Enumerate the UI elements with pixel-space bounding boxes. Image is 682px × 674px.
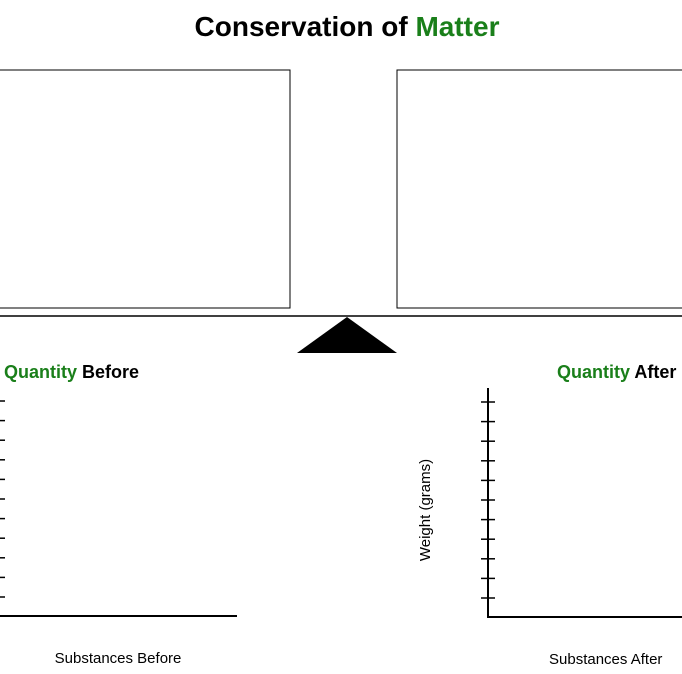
title-prefix: Conservation of: [195, 11, 409, 42]
right-heading-highlight: Quantity: [557, 362, 630, 382]
left-heading-highlight: Quantity: [4, 362, 77, 382]
right-heading: Quantity After: [557, 362, 676, 382]
left-heading-rest: Before: [82, 362, 139, 382]
title: Conservation of Matter: [195, 11, 500, 42]
right-x-label: Substances After: [549, 651, 662, 668]
right-y-label: Weight (grams): [417, 459, 434, 561]
title-highlight: Matter: [415, 11, 499, 42]
axis-ticks: [0, 400, 495, 599]
fulcrum: [297, 317, 397, 353]
left-heading: Quantity Before: [4, 362, 139, 382]
left-x-label: Substances Before: [55, 650, 182, 667]
right-heading-rest: After: [634, 362, 676, 382]
left-pan-box: [0, 69, 291, 309]
right-pan-box: [396, 69, 682, 309]
